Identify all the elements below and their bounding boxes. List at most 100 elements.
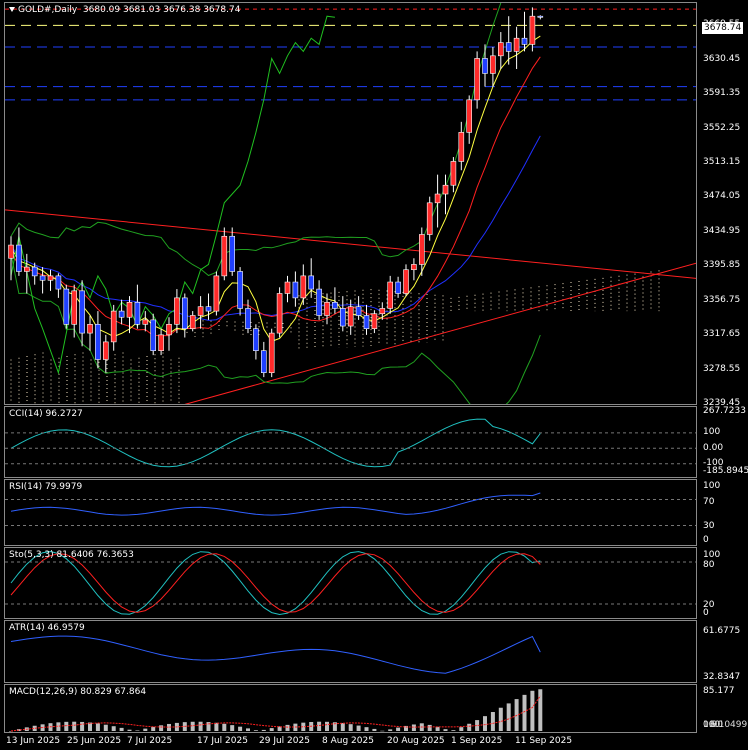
macd-histogram-bar xyxy=(364,727,369,731)
macd-histogram-bar xyxy=(332,722,337,731)
price-axis-label: 3630.45 xyxy=(703,53,741,64)
price-axis-label: 3474.05 xyxy=(703,191,741,202)
macd-histogram-bar xyxy=(198,721,203,731)
atr-canvas xyxy=(10,635,541,674)
candle-body xyxy=(39,275,46,281)
macd-histogram-bar xyxy=(230,725,235,731)
macd-histogram-bar xyxy=(396,727,401,731)
candle-body xyxy=(103,341,109,360)
macd-histogram-bar xyxy=(206,722,211,731)
price-chart-pane[interactable]: GOLD#,Daily 3680.09 3681.03 3676.38 3678… xyxy=(4,2,697,405)
candle-body xyxy=(174,297,180,325)
cci-axis-min: -185.8945 xyxy=(703,466,748,476)
macd-histogram-bar xyxy=(64,721,69,731)
macd-histogram-bar xyxy=(238,726,243,731)
candle-body xyxy=(87,323,93,334)
candle-body xyxy=(221,235,228,277)
candle-body xyxy=(63,288,70,325)
candle-body xyxy=(411,264,417,271)
symbol-name: GOLD#,Daily xyxy=(18,5,78,15)
ichimoku-cloud xyxy=(10,270,660,404)
symbol-dropdown-icon[interactable] xyxy=(9,7,15,12)
macd-histogram-bar xyxy=(269,728,274,731)
cci-label: CCI(14) 96.2727 xyxy=(9,409,83,419)
candles xyxy=(8,7,544,378)
candle-body xyxy=(442,184,449,195)
macd-histogram-bar xyxy=(135,730,140,731)
atr-axis-max: 61.6775 xyxy=(703,626,741,636)
candle-body xyxy=(308,275,315,290)
macd-histogram-bar xyxy=(103,724,108,731)
candle-body xyxy=(403,269,409,294)
price-axis-label: 3356.75 xyxy=(703,294,741,305)
rsi-axis-100: 100 xyxy=(703,481,721,491)
macd-histogram-bar xyxy=(443,729,448,731)
candle-body xyxy=(79,290,85,334)
date-axis-label: 25 Jun 2025 xyxy=(67,736,122,746)
date-axis-label: 7 Jul 2025 xyxy=(127,736,173,746)
price-axis-label: 3591.35 xyxy=(703,88,741,99)
candle-body xyxy=(71,290,77,325)
current-price-box: 3678.74 xyxy=(702,22,744,34)
macd-histogram-bar xyxy=(451,730,456,731)
date-axis[interactable]: 13 Jun 2025 25 Jun 2025 7 Jul 2025 17 Jul 2… xyxy=(4,734,697,750)
stochastic-axis: 100 80 20 0 xyxy=(700,547,748,619)
macd-histogram-bar xyxy=(88,722,92,731)
candle-body xyxy=(166,323,172,336)
moving-average-mid xyxy=(10,56,541,337)
candle-body xyxy=(134,301,141,325)
candle-body xyxy=(31,266,38,277)
macd-histogram-bar xyxy=(490,712,495,731)
candle-body xyxy=(126,301,133,318)
macd-histogram-bar xyxy=(340,723,345,731)
macd-canvas xyxy=(9,689,543,732)
candle-body xyxy=(47,275,54,281)
price-axis[interactable]: 3669.553630.453591.353552.253513.153474.… xyxy=(700,2,748,408)
price-axis-label: 3239.45 xyxy=(703,398,741,408)
candle-body xyxy=(497,42,504,57)
atr-pane[interactable]: ATR(14) 46.9579 xyxy=(4,620,697,683)
macd-histogram-bar xyxy=(80,721,85,731)
date-axis-label: 13 Jun 2025 xyxy=(6,736,61,746)
candle-body xyxy=(268,332,275,374)
macd-pane[interactable]: MACD(12,26,9) 80.829 67.864 xyxy=(4,684,697,733)
candle-body xyxy=(229,235,235,272)
candle-body xyxy=(189,315,196,329)
macd-histogram-bar xyxy=(506,703,511,731)
price-chart-canvas xyxy=(5,3,696,404)
cci-axis-100: 100 xyxy=(703,427,721,437)
date-axis-label: 8 Aug 2025 xyxy=(322,736,374,746)
symbol-low: 3676.38 xyxy=(163,5,201,15)
candle-body xyxy=(450,161,457,186)
candle-body xyxy=(418,234,425,265)
macd-histogram-bar xyxy=(111,726,116,731)
candle-body xyxy=(482,58,488,74)
cci-pane[interactable]: CCI(14) 96.2727 xyxy=(4,406,697,478)
price-axis-label: 3395.85 xyxy=(703,260,741,271)
macd-histogram-bar xyxy=(190,721,195,731)
macd-histogram-bar xyxy=(498,707,503,731)
atr-axis: 61.6775 32.8347 xyxy=(700,620,748,683)
stochastic-label: Sto(5,3,3) 81.6406 76.3653 xyxy=(9,550,134,560)
candle-body xyxy=(466,99,473,133)
macd-histogram-bar xyxy=(246,728,250,731)
price-axis-label: 3513.15 xyxy=(703,157,741,168)
candle-body xyxy=(16,244,22,272)
price-axis-label: 3278.55 xyxy=(703,363,741,374)
stochastic-main-line xyxy=(10,550,541,616)
macd-axis-overlap: 6.10499 xyxy=(710,720,748,730)
rsi-pane[interactable]: RSI(14) 79.9979 xyxy=(4,479,697,546)
macd-histogram-bar xyxy=(261,729,266,731)
macd-histogram-bar xyxy=(522,694,527,731)
date-axis-label: 17 Jul 2025 xyxy=(197,736,248,746)
moving-average-slow xyxy=(10,135,541,321)
candle-body xyxy=(458,132,465,162)
candle-body xyxy=(395,281,401,294)
macd-histogram-bar xyxy=(277,726,282,731)
symbol-info: GOLD#,Daily 3680.09 3681.03 3676.38 3678… xyxy=(9,5,240,15)
cci-line xyxy=(10,418,541,468)
candle-body xyxy=(434,193,441,204)
macd-histogram-bar xyxy=(530,690,535,731)
macd-axis: 85.177 100 0.00 6.10499 xyxy=(700,684,748,733)
stochastic-pane[interactable]: Sto(5,3,3) 81.6406 76.3653 xyxy=(4,547,697,619)
